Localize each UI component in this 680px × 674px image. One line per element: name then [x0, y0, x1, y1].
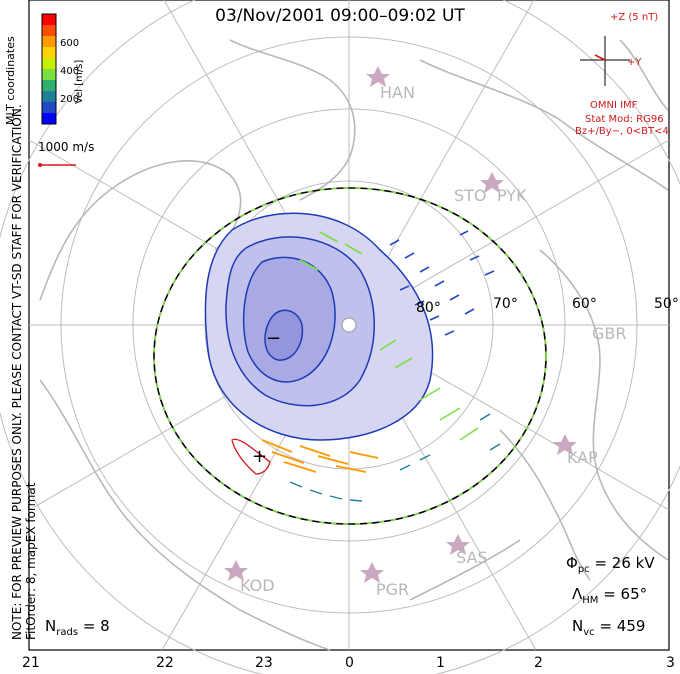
mlt-label-1: 1 — [436, 655, 445, 671]
stat-nvc: Nvc = 459 — [572, 617, 645, 638]
hm-boundary-dash — [153, 187, 547, 525]
mlt-label-2: 2 — [534, 655, 543, 671]
imf-y-label: +Y — [627, 57, 642, 68]
imf-stat-mod: Stat Mod: RG96 — [585, 114, 664, 125]
magnetic-pole-marker — [341, 317, 357, 333]
vector-field-dusk — [261, 439, 379, 473]
lat-label-50: 50° — [654, 296, 679, 312]
station-label-gbr: GBR — [592, 324, 627, 343]
imf-conditions: Bz+/By−, 0<BT<4 — [575, 126, 669, 137]
vector-field-slow — [289, 413, 501, 502]
colorbar-swatches — [41, 13, 57, 125]
nvc-value: = 459 — [599, 617, 646, 635]
vector-field-fast — [299, 231, 479, 441]
station-label-han: HAN — [380, 83, 415, 102]
mlt-label-3: 3 — [666, 655, 675, 671]
coastlines — [39, 39, 669, 651]
mlt-label-23: 23 — [255, 655, 273, 671]
imf-source: OMNI IMF — [590, 100, 638, 111]
potential-contour-dusk — [231, 438, 271, 475]
colorbar-tick-400: 400 — [60, 66, 80, 77]
imf-z-label: +Z (5 nT) — [610, 12, 659, 23]
map-title: 03/Nov/2001 09:00–09:02 UT — [215, 6, 465, 26]
lambda-value: = 65° — [603, 585, 648, 603]
nrads-value: = 8 — [82, 617, 110, 635]
stat-lambda-hm: ΛHM = 65° — [572, 585, 647, 606]
nrads-sub: rads — [56, 627, 79, 638]
vector-field-dawn — [389, 230, 495, 336]
colorbar-tick-200: 200 — [60, 94, 80, 105]
potential-contour-4 — [264, 309, 304, 361]
lambda-sub: HM — [582, 595, 599, 606]
phi-value: = 26 kV — [594, 554, 655, 572]
scale-vector — [38, 163, 76, 167]
potential-maximum-marker: + — [252, 446, 268, 467]
nrads-symbol: N — [45, 617, 57, 635]
potential-minimum-marker: − — [266, 328, 282, 349]
station-label-sto: STO — [454, 186, 487, 205]
station-label-kap: KAP — [567, 448, 598, 467]
station-label-kod: KOD — [240, 576, 275, 595]
fit-order-note: FitOrder: 8, mapEX format — [24, 482, 38, 640]
lat-label-80: 80° — [416, 300, 441, 316]
coordinates-label: MLT coordinates — [4, 36, 17, 125]
station-label-pyk: PYK — [497, 186, 527, 205]
mlt-label-0: 0 — [345, 655, 354, 671]
imf-dial — [580, 36, 630, 86]
station-label-pgr: PGR — [376, 580, 410, 599]
nvc-sub: vc — [583, 627, 595, 638]
lat-label-70: 70° — [493, 296, 518, 312]
lambda-symbol: Λ — [572, 585, 583, 603]
scale-label: 1000 m/s — [38, 140, 95, 154]
mlt-label-22: 22 — [156, 655, 174, 671]
station-label-sas: SAS — [456, 548, 488, 567]
stat-phi-pc: Φpc = 26 kV — [566, 554, 655, 575]
phi-symbol: Φ — [566, 554, 578, 572]
stat-nrads: Nrads = 8 — [45, 617, 110, 638]
mlt-label-21: 21 — [22, 655, 40, 671]
preview-note: NOTE: FOR PREVIEW PURPOSES ONLY. PLEASE … — [10, 104, 24, 640]
nvc-symbol: N — [572, 617, 584, 635]
lat-label-60: 60° — [572, 296, 597, 312]
colorbar-tick-600: 600 — [60, 38, 80, 49]
phi-sub: pc — [577, 564, 590, 575]
station-markers — [224, 66, 577, 583]
